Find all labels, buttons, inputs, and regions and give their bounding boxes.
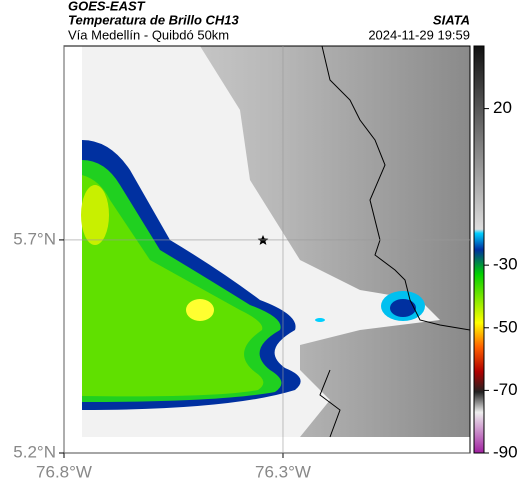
region: Vía Medellín - Quibdó 50km [68,27,229,42]
colorbar [473,45,485,454]
colorbar-tick-label: -90 [493,442,518,461]
source: SIATA [433,12,470,27]
timestamp: 2024-11-29 19:59 [368,27,470,42]
x-tick-label: 76.3°W [255,462,311,481]
subtitle: Temperatura de Brillo CH13 [68,12,240,27]
colorbar-tick-label: -30 [493,255,518,274]
y-tick-label: 5.2°N [13,442,56,461]
y-tick-label: 5.7°N [13,229,56,248]
x-tick-label: 76.8°W [36,462,92,481]
map-image [64,46,470,453]
colorbar-tick-label: -50 [493,317,518,336]
colorbar-tick-label: -70 [493,380,518,399]
colorbar-tick-label: 20 [493,98,512,117]
title: GOES-EAST [68,0,146,13]
